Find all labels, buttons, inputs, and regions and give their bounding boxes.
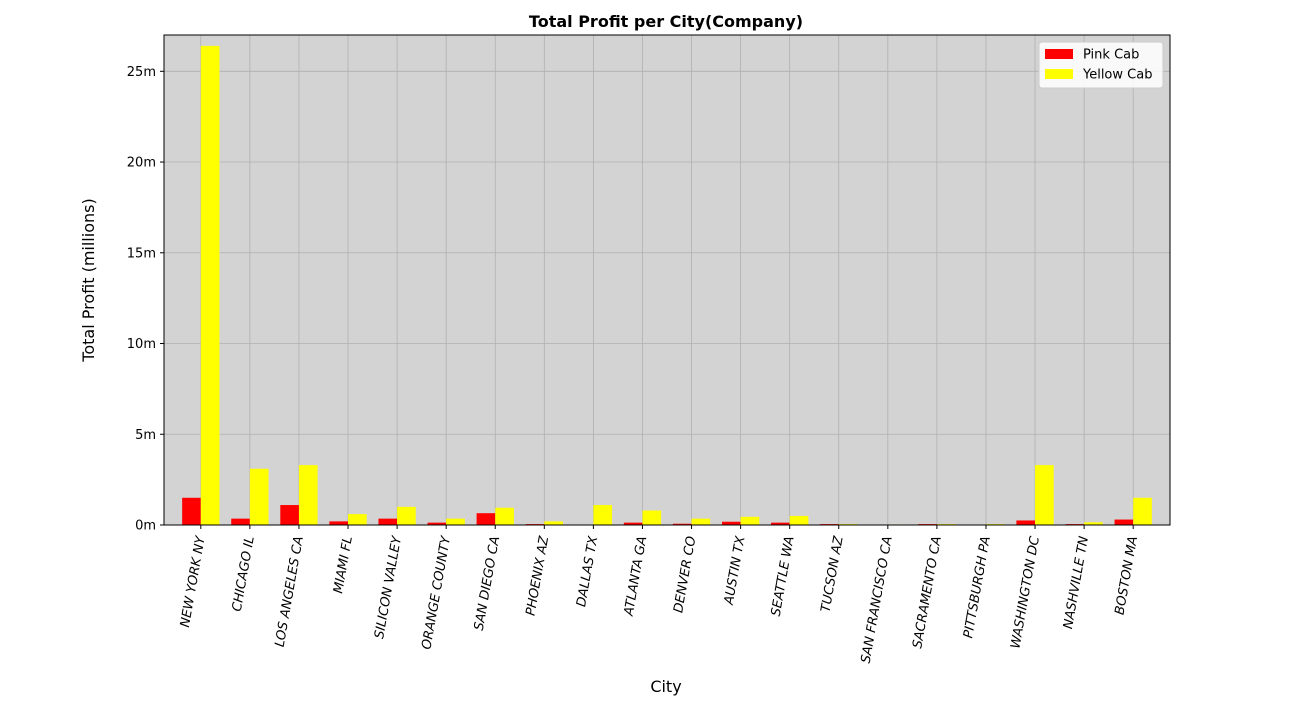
- bar-yellow-cab: [544, 521, 563, 525]
- x-tick-label: BOSTON MA: [1113, 535, 1142, 616]
- bar-pink-cab: [329, 521, 348, 525]
- x-tick-label: NASHVILLE TN: [1061, 535, 1092, 630]
- x-tick-label: TUCSON AZ: [819, 534, 847, 613]
- legend-label: Yellow Cab: [1082, 68, 1152, 83]
- bar-yellow-cab: [790, 516, 809, 525]
- bar-yellow-cab: [348, 514, 367, 525]
- x-tick-label: WASHINGTON DC: [1008, 534, 1043, 650]
- y-tick-label: 10m: [127, 337, 156, 352]
- legend: Pink Cab Yellow Cab: [1039, 42, 1163, 88]
- bar-pink-cab: [1115, 520, 1134, 525]
- y-tick-label: 25m: [127, 65, 156, 80]
- bar-pink-cab: [1016, 520, 1035, 525]
- plot-area: [164, 35, 1170, 525]
- bar-yellow-cab: [446, 519, 465, 525]
- bar-yellow-cab: [692, 519, 711, 525]
- bar-yellow-cab: [593, 505, 612, 525]
- x-tick-label: PITTSBURGH PA: [961, 535, 994, 639]
- x-tick-label: ATLANTA GA: [621, 535, 650, 618]
- bar-yellow-cab: [1035, 465, 1054, 525]
- x-tick-label: NEW YORK NY: [178, 534, 209, 628]
- x-tick-label: DALLAS TX: [574, 534, 601, 608]
- x-tick-label: MIAMI FL: [331, 535, 356, 595]
- bar-yellow-cab: [299, 465, 318, 525]
- bar-yellow-cab: [1133, 498, 1152, 525]
- x-axis-label: City: [650, 677, 681, 696]
- legend-swatch: [1045, 49, 1073, 59]
- legend-swatch: [1045, 69, 1073, 79]
- y-tick-label: 0m: [135, 519, 156, 534]
- bar-pink-cab: [378, 519, 397, 525]
- x-tick-label: AUSTIN TX: [722, 534, 749, 607]
- x-tick-label: SAN FRANCISCO CA: [859, 535, 896, 664]
- bar-yellow-cab: [642, 510, 661, 525]
- bar-yellow-cab: [397, 507, 416, 525]
- bar-yellow-cab: [741, 517, 760, 525]
- x-tick-label: SAN DIEGO CA: [472, 535, 503, 632]
- bar-pink-cab: [280, 505, 299, 525]
- x-tick-label: ORANGE COUNTY: [419, 534, 454, 651]
- legend-label: Pink Cab: [1083, 48, 1139, 63]
- x-tick-label: PHOENIX AZ: [524, 534, 553, 617]
- chart-title: Total Profit per City(Company): [529, 12, 803, 31]
- x-tick-label: SILICON VALLEY: [372, 534, 405, 640]
- y-tick-label: 5m: [135, 428, 156, 443]
- bar-pink-cab: [477, 513, 496, 525]
- y-axis-label: Total Profit (millions): [79, 198, 98, 362]
- x-tick-label: LOS ANGELES CA: [273, 535, 307, 648]
- y-tick-label: 20m: [127, 156, 156, 171]
- x-tick-label: CHICAGO IL: [230, 535, 258, 613]
- bar-pink-cab: [231, 519, 250, 525]
- bar-pink-cab: [182, 498, 201, 525]
- bar-yellow-cab: [250, 469, 269, 525]
- bar-yellow-cab: [495, 508, 514, 525]
- x-tick-label: SACRAMENTO CA: [910, 535, 944, 649]
- x-tick-label: DENVER CO: [671, 535, 699, 614]
- x-tick-label: SEATTLE WA: [769, 535, 798, 617]
- y-tick-label: 15m: [127, 246, 156, 261]
- bar-yellow-cab: [201, 46, 220, 525]
